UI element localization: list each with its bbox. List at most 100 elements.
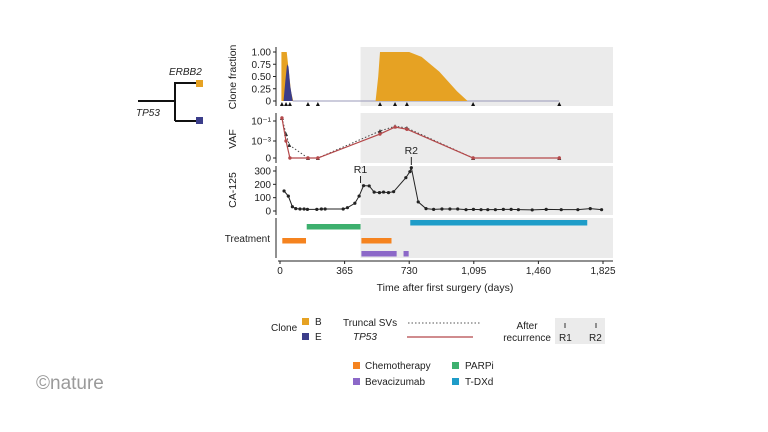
vaf-point <box>284 139 288 143</box>
treatment-label: Treatment <box>225 234 270 245</box>
ca125-point <box>509 207 513 211</box>
sample-marker <box>471 102 476 106</box>
legend-tp53-label: TP53 <box>353 332 377 343</box>
y-tick-label: 100 <box>254 193 271 204</box>
ca125-point <box>448 207 452 211</box>
sample-marker <box>305 102 310 106</box>
vaf-point <box>287 142 292 147</box>
clone-legend-title: Clone <box>271 323 298 334</box>
ca125-point <box>367 184 371 188</box>
y-axis-label: VAF <box>227 129 239 149</box>
vaf-point <box>306 156 310 160</box>
y-tick-label: 200 <box>254 180 271 191</box>
legend-b-label: B <box>315 317 322 328</box>
y-tick-label: 0.75 <box>252 60 272 71</box>
y-tick-label: 10⁻³ <box>251 137 271 148</box>
ca125-point <box>530 208 534 212</box>
ca125-point <box>409 166 413 170</box>
ca125-point <box>432 207 436 211</box>
legend-e-swatch <box>302 333 309 340</box>
x-tick-label: 365 <box>336 266 353 277</box>
clone-b-marker <box>196 80 203 87</box>
ca125-point <box>599 208 604 212</box>
erbb2-label: ERBB2 <box>169 67 202 78</box>
ca125-point <box>404 176 408 180</box>
ca125-point <box>456 207 460 211</box>
ca125-point <box>341 207 345 211</box>
sample-marker <box>404 102 409 106</box>
ca125-point <box>381 190 386 194</box>
ca125-point <box>361 184 366 188</box>
legend-bev-label: Bevacizumab <box>365 377 425 388</box>
sample-marker <box>284 102 289 106</box>
ca125-point <box>544 207 548 211</box>
y-tick-label: 0.25 <box>252 84 272 95</box>
ca125-point <box>294 207 298 211</box>
ca125-point <box>392 190 396 194</box>
sample-marker <box>315 102 320 106</box>
legend-shaded-box <box>555 318 605 344</box>
legend-r1-label: R1 <box>559 333 572 344</box>
legend-b-swatch <box>302 318 309 325</box>
x-tick-label: 730 <box>401 266 418 277</box>
tp53-label: TP53 <box>136 108 160 119</box>
legend-recurrence-label: recurrence <box>503 333 551 344</box>
sample-marker <box>393 102 398 106</box>
ca125-point <box>298 207 302 211</box>
legend-tdxd-label: T-DXd <box>465 377 493 388</box>
x-tick-label: 1,825 <box>590 266 615 277</box>
ca125-point <box>357 194 361 198</box>
shaded-region-1 <box>360 113 613 163</box>
ca125-point <box>416 200 420 204</box>
treatment-bar-chemotherapy <box>282 238 307 244</box>
x-tick-label: 1,095 <box>461 266 486 277</box>
nature-logo: ©nature <box>36 373 104 394</box>
legend-bev-swatch <box>353 378 360 385</box>
legend-tdxd-swatch <box>452 378 459 385</box>
ca125-point <box>516 208 521 212</box>
vaf-point <box>557 156 561 160</box>
sample-marker <box>557 102 562 106</box>
ca125-point <box>290 205 294 209</box>
ca125-point <box>493 208 497 212</box>
ca125-point <box>424 207 428 211</box>
legend-parpi-swatch <box>452 362 459 369</box>
treatment-bar-t-dxd <box>410 220 588 226</box>
treatment-bar-bevacizumab <box>403 251 409 257</box>
legend-r2-label: R2 <box>589 333 602 344</box>
legend-chemo-swatch <box>353 362 360 369</box>
ca125-point <box>486 208 490 212</box>
ca125-point <box>323 207 327 211</box>
x-tick-label: 0 <box>277 266 283 277</box>
x-axis-title: Time after first surgery (days) <box>377 282 514 294</box>
ca125-point <box>471 207 476 211</box>
legend-after-label: After <box>516 321 538 332</box>
ca125-point <box>408 170 412 174</box>
clone-e-area <box>283 64 293 101</box>
vaf-point <box>378 132 382 136</box>
y-tick-label: 10⁻¹ <box>251 117 271 128</box>
r2-label: R2 <box>405 145 419 157</box>
ca125-point <box>386 191 391 195</box>
vaf-line-TP53 <box>281 117 560 159</box>
vaf-point <box>405 127 409 131</box>
y-tick-label: 0 <box>265 207 271 218</box>
y-axis-label: Clone fraction <box>227 44 239 109</box>
ca125-point <box>440 207 444 211</box>
treatment-bar-chemotherapy <box>361 238 392 244</box>
vaf-point <box>471 156 475 160</box>
ca125-point <box>501 207 505 211</box>
y-tick-label: 300 <box>254 167 271 178</box>
y-axis-label: CA-125 <box>227 172 239 208</box>
ca125-point <box>305 207 310 211</box>
sample-marker <box>287 102 292 106</box>
clone-b-area <box>375 52 468 101</box>
y-tick-label: 1.00 <box>252 48 272 59</box>
ca125-point <box>377 191 382 195</box>
sample-marker <box>377 102 382 106</box>
r1-label: R1 <box>354 164 368 176</box>
phylogenetic-tree <box>138 82 197 122</box>
vaf-point <box>316 156 320 160</box>
ca125-point <box>302 207 306 211</box>
